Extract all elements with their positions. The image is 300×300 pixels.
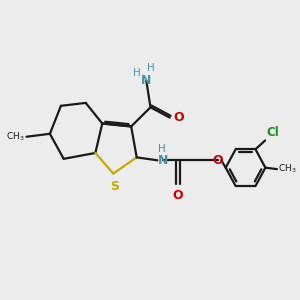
Text: O: O — [173, 111, 184, 124]
Text: N: N — [158, 154, 168, 167]
Text: H: H — [147, 63, 154, 73]
Text: H: H — [133, 68, 140, 78]
Text: H: H — [158, 144, 166, 154]
Text: N: N — [141, 74, 152, 87]
Text: CH$_3$: CH$_3$ — [6, 130, 25, 143]
Text: O: O — [172, 189, 183, 202]
Text: Cl: Cl — [266, 126, 279, 139]
Text: O: O — [213, 154, 223, 167]
Text: CH$_3$: CH$_3$ — [278, 163, 297, 175]
Text: S: S — [110, 180, 119, 193]
